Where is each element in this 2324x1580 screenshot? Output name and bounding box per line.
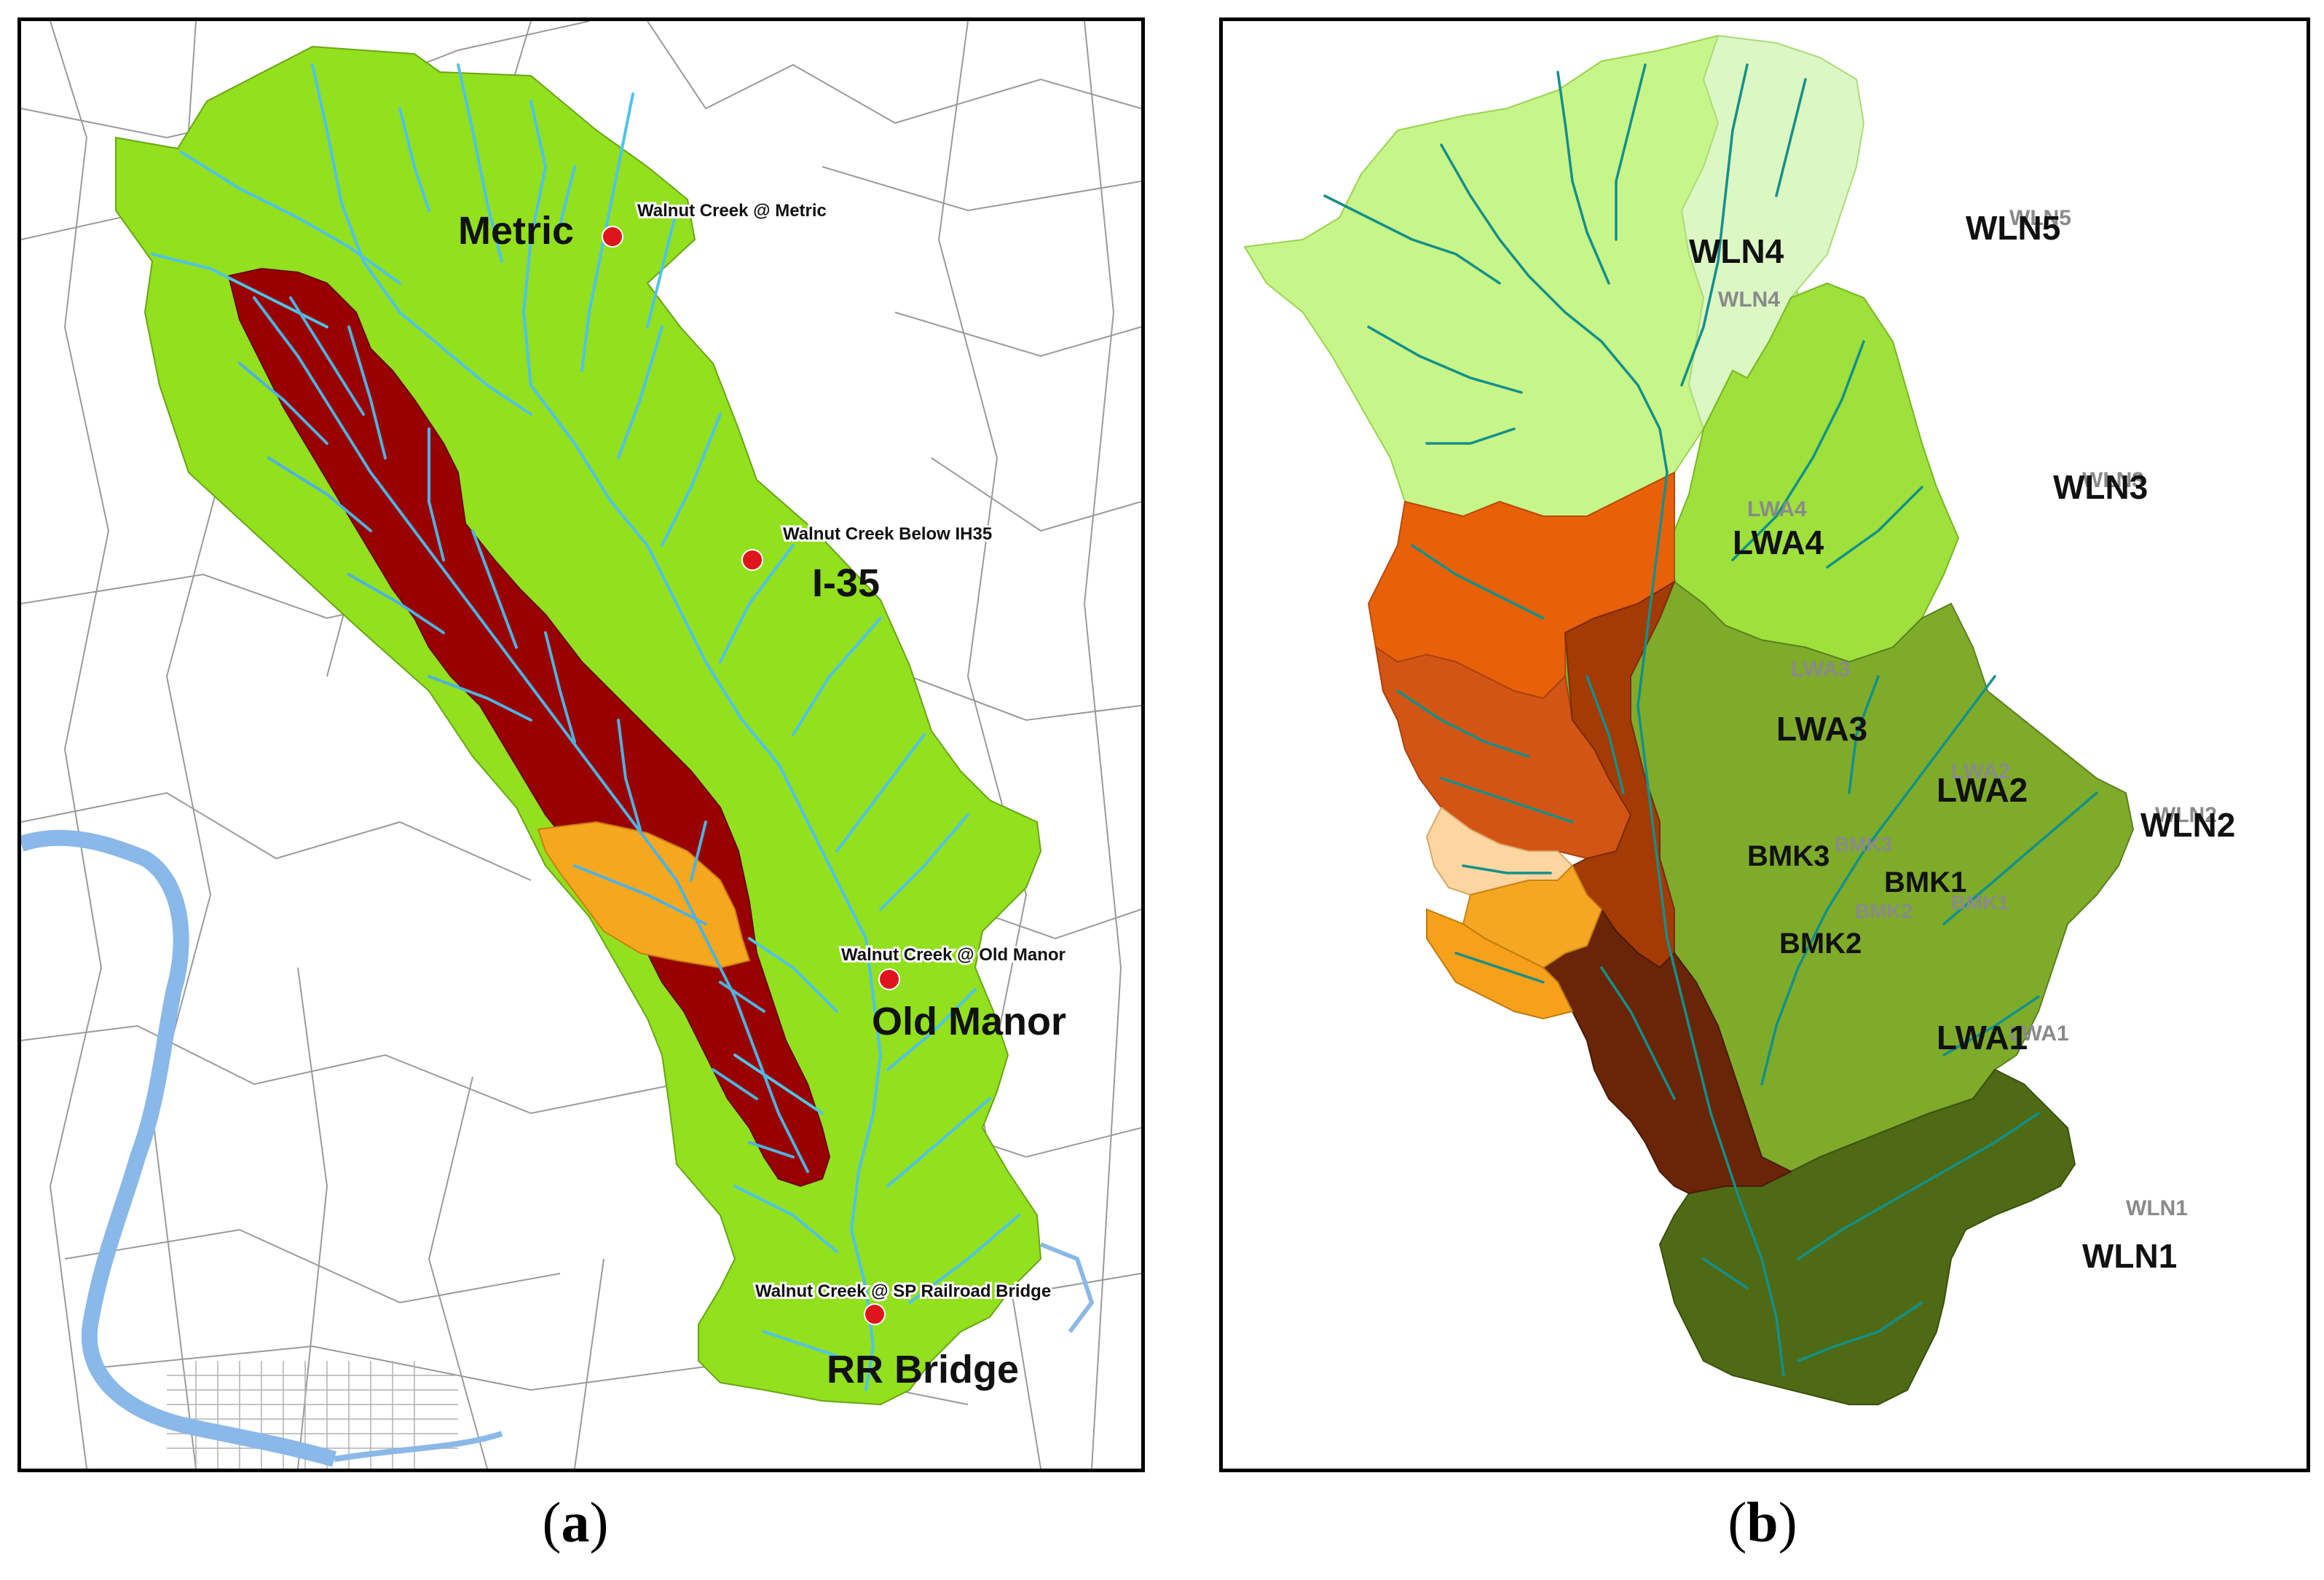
subbasin-map-b: WLN4 WLN4 WLN5 WLN5 WLN3 WLN3 WLN2 WLN2 … (1243, 34, 2235, 1405)
subbasin-label: WLN2 (2140, 806, 2235, 844)
subbasin-label: WLN1 (2082, 1237, 2177, 1275)
downtown-grid (167, 1361, 458, 1469)
station-name: Walnut Creek @ Metric (637, 201, 827, 221)
subbasin-label: LWA2 (1937, 771, 2028, 809)
station-marker-metric[interactable] (602, 226, 623, 248)
subbasin-lwa4[interactable] (1367, 471, 1675, 700)
caption-letter: a (561, 1490, 590, 1554)
subbasin-label: BMK2 (1779, 928, 1862, 960)
station-label: I-35 (812, 561, 880, 605)
stream-network-a (151, 63, 1020, 1391)
subbasin-ghost-label: WLN1 (2126, 1196, 2188, 1220)
subbasin-ghost-label: BMK3 (1835, 833, 1892, 856)
caption-a: (a) (542, 1490, 609, 1554)
subbasin-ghost-label: LWA2 (1951, 759, 2011, 783)
subbasin-label: WLN5 (1966, 209, 2060, 247)
colorado-river (21, 822, 363, 1469)
station-name: Walnut Creek @ SP Railroad Bridge (755, 1281, 1051, 1301)
subbasin-ghost-label: LWA4 (1747, 497, 1807, 521)
subbasin-ghost-label: BMK2 (1855, 900, 1913, 923)
caption-letter: b (1746, 1490, 1779, 1554)
subbasin-label: LWA3 (1776, 710, 1867, 748)
subbasin-label: BMK1 (1884, 866, 1966, 898)
caption-b: (b) (1728, 1490, 1797, 1554)
station-markers (602, 226, 900, 1325)
station-marker-rr-bridge[interactable] (864, 1303, 886, 1325)
stream-network-b (1323, 63, 2098, 1377)
subbasin-label: BMK3 (1747, 840, 1829, 872)
station-label: Metric (458, 209, 574, 253)
station-name: Walnut Creek @ Old Manor (841, 945, 1066, 965)
subbasin-ghost-label: WLN4 (1718, 288, 1780, 312)
stream-network-red (238, 296, 809, 1173)
subbasin-bmk2[interactable] (1426, 908, 1574, 1020)
station-name: Walnut Creek Below IH35 (783, 524, 992, 544)
station-label: Old Manor (872, 1000, 1066, 1043)
watershed-map-a: Walnut Creek @ Metric Walnut Creek Below… (21, 21, 1141, 1469)
station-label: RR Bridge (827, 1348, 1019, 1391)
subbasin-label: WLN3 (2053, 468, 2148, 506)
subbasin-ghost-label: WLN3 (2082, 468, 2144, 492)
colorado-river-channel (21, 829, 337, 1467)
lake-edge (1039, 1242, 1095, 1333)
station-marker-old-manor[interactable] (878, 968, 900, 990)
subbasin-ghost-label: WLN5 (2009, 206, 2071, 230)
subbasin-ghost-label: BMK1 (1951, 891, 2009, 914)
subbasin-ghost-label: LWA3 (1791, 657, 1851, 682)
subbasin-label: WLN4 (1689, 232, 1784, 270)
map-panel-b: WLN4 WLN4 WLN5 WLN5 WLN3 WLN3 WLN2 WLN2 … (1219, 17, 2310, 1472)
subbasin-label: LWA1 (1937, 1019, 2028, 1056)
map-panel-a: Walnut Creek @ Metric Walnut Creek Below… (17, 17, 1145, 1472)
river-branch (334, 1431, 503, 1462)
subbasin-wln1[interactable] (1658, 1068, 2076, 1405)
station-marker-i35[interactable] (741, 549, 763, 571)
subbasin-ghost-label: WLN2 (2155, 803, 2217, 827)
subbasin-ghost-label: LWA1 (2009, 1022, 2069, 1046)
subbasin-label: LWA4 (1733, 524, 1824, 561)
